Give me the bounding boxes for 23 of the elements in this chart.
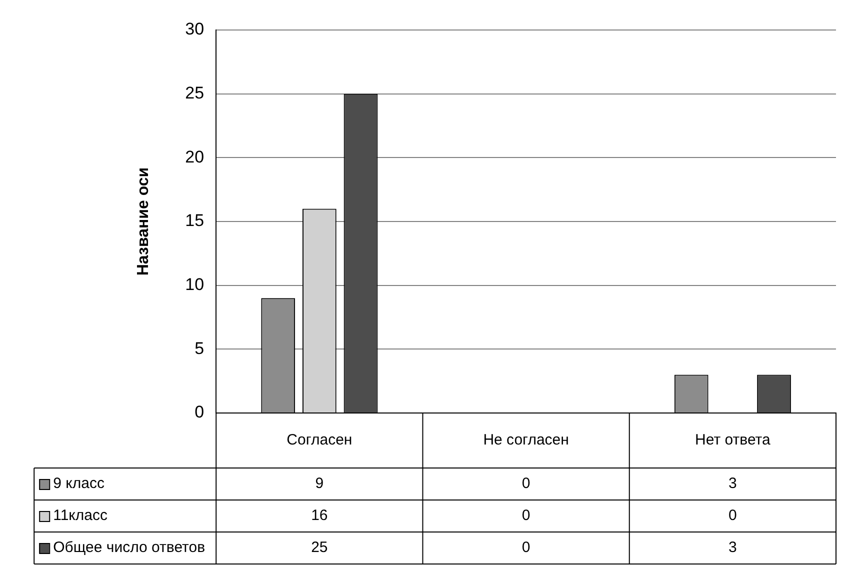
data-label: 0	[728, 507, 737, 524]
y-tick-label: 15	[185, 211, 204, 230]
y-tick-label: 20	[185, 147, 204, 166]
y-tick-label: 30	[185, 20, 204, 39]
y-tick-label: 5	[194, 338, 204, 358]
data-label: 25	[311, 539, 328, 556]
x-tick-label: Нет ответа	[695, 432, 771, 449]
y-tick-label: 10	[185, 275, 204, 294]
x-tick-label: Не согласен	[483, 432, 569, 449]
y-axis-title: Название оси	[135, 167, 152, 276]
y-tick-label: 25	[185, 84, 204, 103]
legend-label: 11класс	[53, 507, 108, 524]
y-tick-label: 0	[194, 402, 204, 422]
data-label: 3	[728, 539, 737, 556]
data-label: 3	[728, 475, 737, 492]
legend-label: 9 класс	[53, 475, 105, 492]
data-label: 0	[522, 507, 530, 524]
data-label: 16	[311, 507, 328, 524]
x-tick-label: Согласен	[286, 432, 352, 449]
data-label: 0	[522, 475, 530, 492]
data-label: 9	[315, 475, 324, 492]
data-label: 0	[522, 539, 530, 556]
legend-label: Общее число ответов	[53, 539, 206, 556]
